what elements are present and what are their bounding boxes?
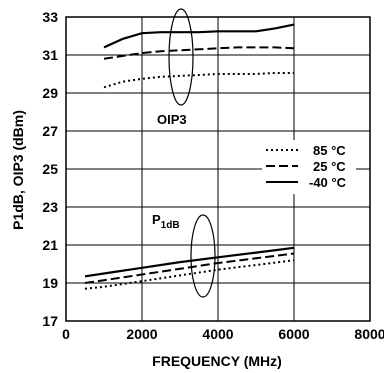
y-tick-label: 27 — [42, 123, 58, 139]
x-tick-label: 0 — [62, 326, 70, 342]
p1db-label-main: P — [152, 212, 161, 227]
y-axis-title: P1dB, OIP3 (dBm) — [10, 110, 26, 230]
series-group — [84, 23, 295, 290]
x-axis-title: FREQUENCY (MHz) — [152, 353, 282, 369]
y-tick-label: 29 — [42, 85, 58, 101]
series-line-oip3-85-c — [103, 72, 294, 89]
series-line-p1db-minus40-c — [84, 246, 295, 278]
annotations: OIP3 P1dB — [152, 8, 216, 298]
legend-label-minus40c: -40 °C — [309, 175, 347, 190]
y-tick-label: 31 — [42, 47, 58, 63]
x-tick-label: 4000 — [202, 326, 233, 342]
p1db-label: P1dB — [152, 212, 180, 231]
x-tick-label: 6000 — [278, 326, 309, 342]
legend: 85 °C 25 °C -40 °C — [262, 140, 356, 194]
oip3-ellipse — [168, 8, 194, 106]
y-tick-label: 21 — [42, 237, 58, 253]
y-tick-label: 23 — [42, 199, 58, 215]
p1db-ellipse — [190, 214, 216, 298]
series-line-oip3-minus40-c — [103, 23, 295, 49]
legend-label-85c: 85 °C — [313, 143, 346, 158]
x-tick-label: 8000 — [354, 326, 384, 342]
tick-labels: 0 2000 4000 6000 8000 17 19 21 23 25 27 29 31 33 — [42, 9, 384, 342]
p1db-label-subscript: 1dB — [161, 220, 180, 231]
series-line-p1db-25-c — [84, 252, 295, 284]
y-tick-label: 19 — [42, 275, 58, 291]
x-tick-label: 2000 — [126, 326, 157, 342]
y-tick-label: 17 — [42, 313, 58, 329]
plot-frame — [65, 16, 371, 322]
y-tick-label: 25 — [42, 161, 58, 177]
series-line-p1db-85-c — [84, 259, 295, 290]
oip3-label: OIP3 — [157, 112, 187, 127]
series-line-oip3-25-c — [103, 46, 295, 60]
legend-label-25c: 25 °C — [313, 159, 346, 174]
y-tick-label: 33 — [42, 9, 58, 25]
